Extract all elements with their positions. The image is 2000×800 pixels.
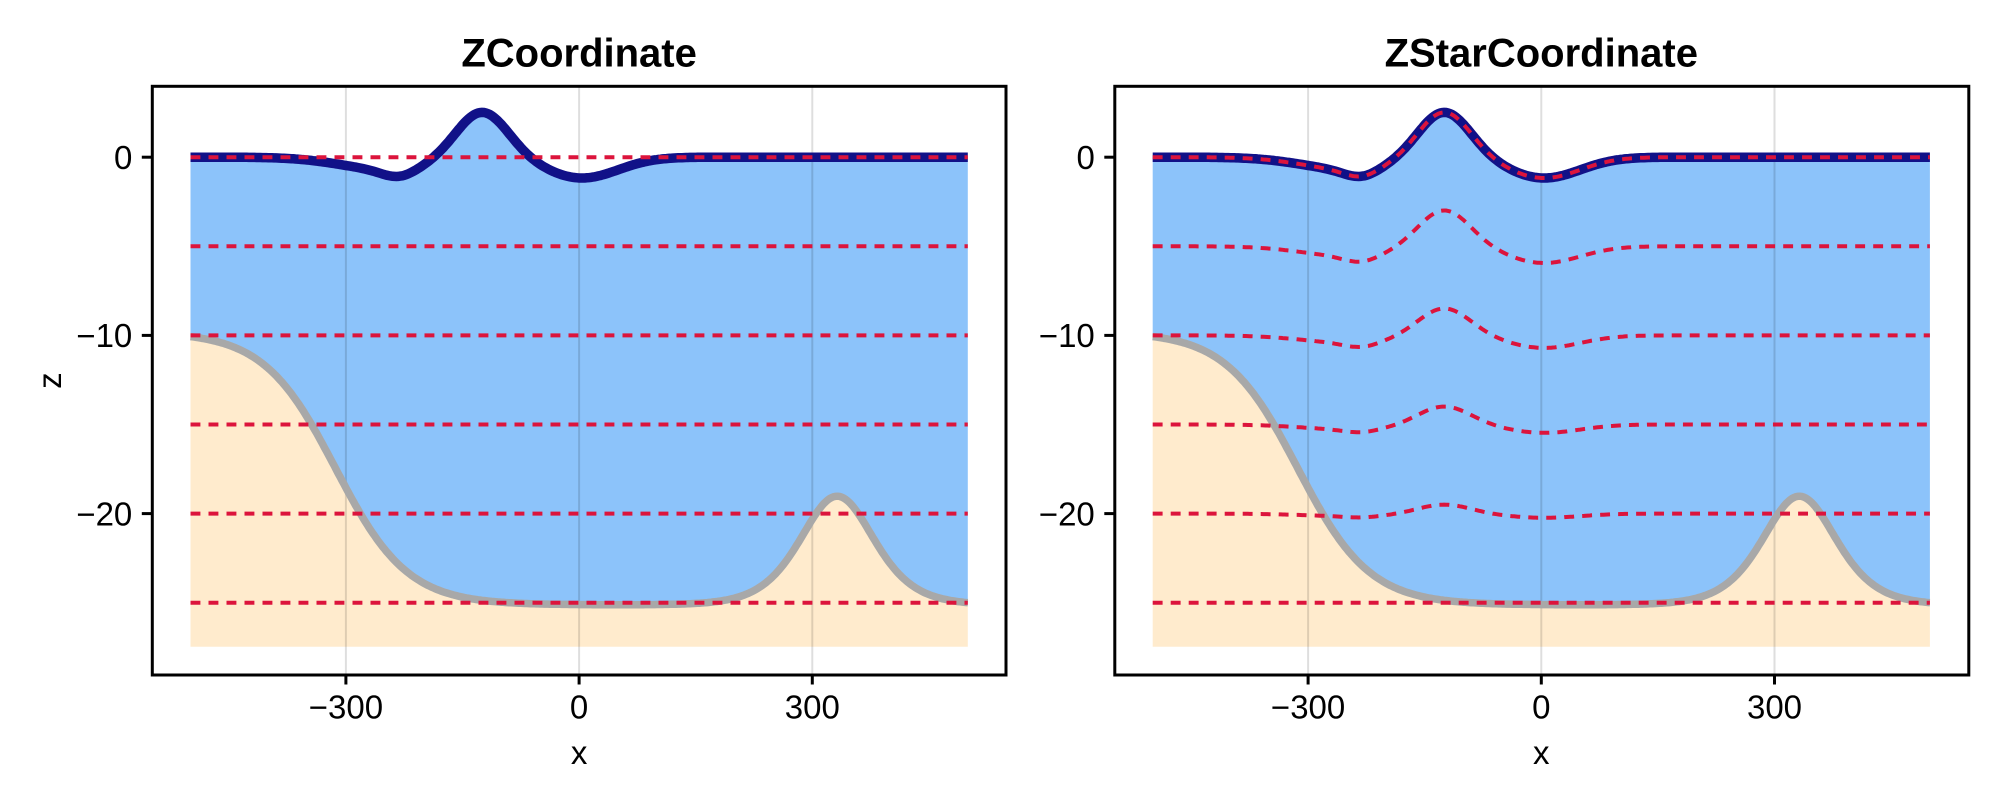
svg-text:−10: −10 (1039, 317, 1095, 354)
svg-text:ZCoordinate: ZCoordinate (461, 32, 697, 76)
svg-text:x: x (1533, 734, 1550, 771)
svg-text:0: 0 (114, 139, 132, 176)
svg-text:z: z (31, 372, 68, 389)
svg-text:−300: −300 (1271, 689, 1345, 726)
svg-text:x: x (571, 734, 588, 771)
svg-text:ZStarCoordinate: ZStarCoordinate (1385, 32, 1698, 76)
svg-text:300: 300 (1747, 689, 1802, 726)
svg-text:−300: −300 (309, 689, 383, 726)
svg-text:−20: −20 (1039, 495, 1095, 532)
svg-text:0: 0 (570, 689, 588, 726)
svg-text:0: 0 (1532, 689, 1550, 726)
svg-text:−10: −10 (76, 317, 132, 354)
svg-text:300: 300 (785, 689, 840, 726)
svg-text:0: 0 (1076, 139, 1094, 176)
svg-text:−20: −20 (76, 495, 132, 532)
